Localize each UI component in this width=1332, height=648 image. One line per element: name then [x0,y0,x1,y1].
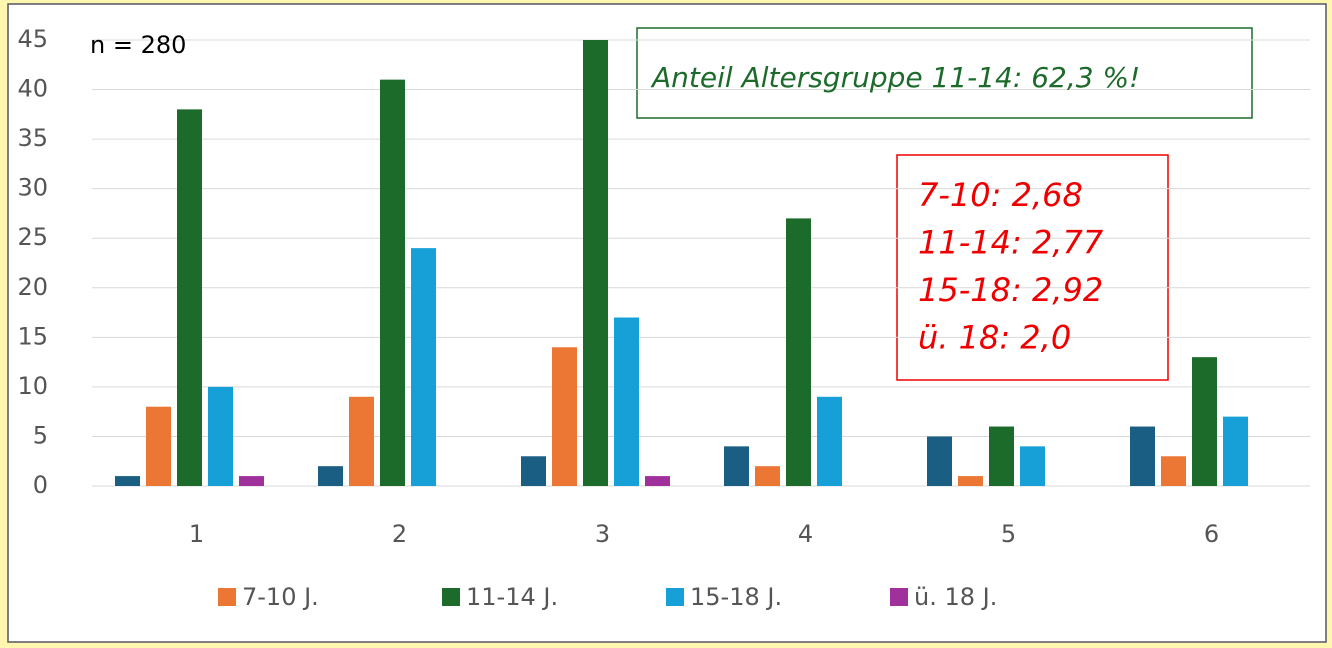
bar [208,386,233,486]
bar [380,79,405,487]
x-tick-label: 3 [595,520,610,548]
y-tick-label: 15 [17,322,48,350]
bar [1161,456,1186,486]
bar [349,396,374,486]
bar [614,317,639,486]
y-tick-label: 35 [17,124,48,152]
bar [989,426,1014,486]
share-note: Anteil Altersgruppe 11-14: 62,3 %! [650,61,1140,94]
x-tick-label: 4 [798,520,813,548]
x-tick-label: 1 [189,520,204,548]
y-tick-label: 5 [33,421,48,449]
bar [177,109,202,486]
average-line: 15-18: 2,92 [918,271,1103,309]
y-tick-label: 20 [17,273,48,301]
x-tick-label: 5 [1001,520,1016,548]
bar [1020,446,1045,486]
bar [817,396,842,486]
bar [1130,426,1155,486]
legend-label: ü. 18 J. [914,583,997,611]
bar [552,347,577,486]
grid [92,39,1310,487]
legend-swatch [442,588,460,606]
x-tick-label: 2 [392,520,407,548]
bar [645,476,670,486]
average-line: 7-10: 2,68 [918,176,1083,214]
bar [1223,416,1248,486]
legend-label: 11-14 J. [466,583,558,611]
bar [318,466,343,486]
y-tick-label: 45 [17,25,48,53]
bar [958,476,983,486]
bar [411,248,436,486]
bar [927,436,952,486]
bar [583,40,608,486]
y-tick-label: 0 [33,471,48,499]
sample-size: n = 280 [90,31,186,59]
y-tick-label: 10 [17,372,48,400]
legend-label: 7-10 J. [242,583,319,611]
bar [1192,357,1217,486]
y-tick-label: 40 [17,75,48,103]
bar [724,446,749,486]
bar [239,476,264,486]
y-tick-label: 30 [17,174,48,202]
bar [115,476,140,486]
legend-label: 15-18 J. [690,583,782,611]
legend-swatch [666,588,684,606]
share-box [636,27,1253,119]
bar [786,218,811,486]
bar [146,406,171,486]
bar [755,466,780,486]
x-tick-label: 6 [1204,520,1219,548]
averages-box [896,154,1169,381]
average-line: ü. 18: 2,0 [918,319,1071,357]
legend-swatch [218,588,236,606]
y-tick-label: 25 [17,223,48,251]
bar [521,456,546,486]
legend-swatch [890,588,908,606]
average-line: 11-14: 2,77 [918,224,1104,262]
